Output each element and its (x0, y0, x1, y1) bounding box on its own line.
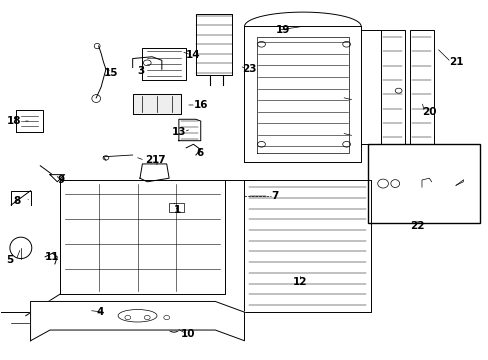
Text: 20: 20 (421, 107, 436, 117)
Text: 3: 3 (137, 66, 144, 76)
Text: 2: 2 (144, 156, 152, 165)
Text: 18: 18 (6, 116, 21, 126)
Polygon shape (50, 175, 64, 182)
Text: 12: 12 (292, 277, 307, 287)
Bar (368, 144, 479, 223)
Text: 11: 11 (45, 252, 60, 262)
Text: 13: 13 (171, 127, 186, 137)
Text: 7: 7 (271, 191, 278, 201)
Text: 5: 5 (6, 255, 14, 265)
Text: 10: 10 (181, 329, 195, 339)
Text: 9: 9 (57, 175, 64, 185)
Text: 4: 4 (96, 307, 103, 317)
Text: 14: 14 (186, 50, 201, 60)
Text: 17: 17 (152, 156, 166, 165)
Polygon shape (30, 301, 244, 341)
Text: 23: 23 (242, 64, 256, 74)
Text: 6: 6 (196, 148, 203, 158)
Text: 15: 15 (103, 68, 118, 78)
Text: 16: 16 (193, 100, 207, 110)
Text: 8: 8 (14, 197, 21, 206)
Text: 22: 22 (409, 221, 424, 231)
Text: 21: 21 (448, 57, 462, 67)
Text: 19: 19 (276, 25, 290, 35)
Text: 1: 1 (174, 205, 181, 215)
Ellipse shape (118, 310, 157, 322)
Polygon shape (132, 94, 181, 114)
